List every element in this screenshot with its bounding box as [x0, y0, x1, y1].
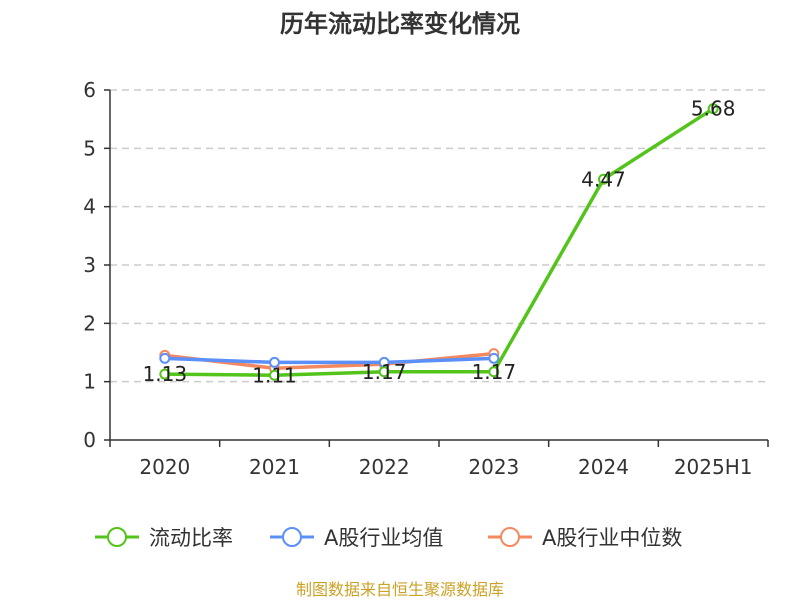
- data-labels: 1.13 1.11 1.17 1.17 4.47 5.68: [143, 97, 736, 388]
- data-label: 1.17: [362, 360, 407, 384]
- data-point[interactable]: [707, 103, 719, 115]
- y-tick-label: 5: [83, 136, 96, 160]
- data-point[interactable]: [159, 352, 171, 364]
- x-tick-label: 2025H1: [674, 455, 753, 479]
- x-tick-label: 2023: [468, 455, 519, 479]
- legend-marker: [282, 527, 302, 547]
- data-label: 1.11: [252, 363, 297, 387]
- x-tick-label: 2022: [359, 455, 410, 479]
- legend-marker: [500, 527, 520, 547]
- source-note: 制图数据来自恒生聚源数据库: [296, 580, 504, 599]
- y-tick-label: 1: [83, 370, 96, 394]
- x-tick-label: 2024: [578, 455, 629, 479]
- data-point[interactable]: [159, 368, 171, 380]
- series-layer: [159, 103, 719, 381]
- data-label: 1.13: [143, 362, 188, 386]
- data-point[interactable]: [598, 173, 609, 185]
- chart-title: 历年流动比率变化情况: [280, 10, 520, 38]
- legend-label: 流动比率: [149, 526, 233, 550]
- legend[interactable]: 流动比率 A股行业均值 A股行业中位数: [95, 526, 682, 550]
- series-line-0: [164, 107, 715, 377]
- data-label: 4.47: [581, 167, 626, 191]
- data-point[interactable]: [269, 369, 280, 381]
- series-line-1: [164, 356, 494, 365]
- data-label: 1.17: [472, 360, 517, 384]
- y-tick-label: 0: [83, 428, 96, 452]
- y-tick-label: 4: [83, 195, 96, 219]
- x-tick-label: 2020: [139, 455, 190, 479]
- data-label: 5.68: [691, 97, 736, 121]
- legend-label: A股行业均值: [324, 526, 443, 550]
- axes: 0 1 2 3 4 5 6 2020 2021 2022 2023 2024 2025H1: [83, 78, 769, 479]
- data-point[interactable]: [488, 352, 500, 364]
- y-tick-label: 3: [83, 253, 96, 277]
- legend-item-0[interactable]: 流动比率: [95, 526, 233, 550]
- legend-label: A股行业中位数: [542, 526, 682, 550]
- data-point[interactable]: [378, 366, 390, 378]
- legend-item-2[interactable]: A股行业中位数: [488, 526, 682, 550]
- y-tick-label: 6: [83, 78, 96, 102]
- legend-marker: [107, 527, 127, 547]
- data-point[interactable]: [488, 366, 500, 378]
- legend-item-1[interactable]: A股行业均值: [270, 526, 443, 550]
- data-point[interactable]: [269, 356, 280, 368]
- y-tick-label: 2: [83, 311, 96, 335]
- grid: [110, 89, 768, 383]
- x-tick-label: 2021: [249, 455, 300, 479]
